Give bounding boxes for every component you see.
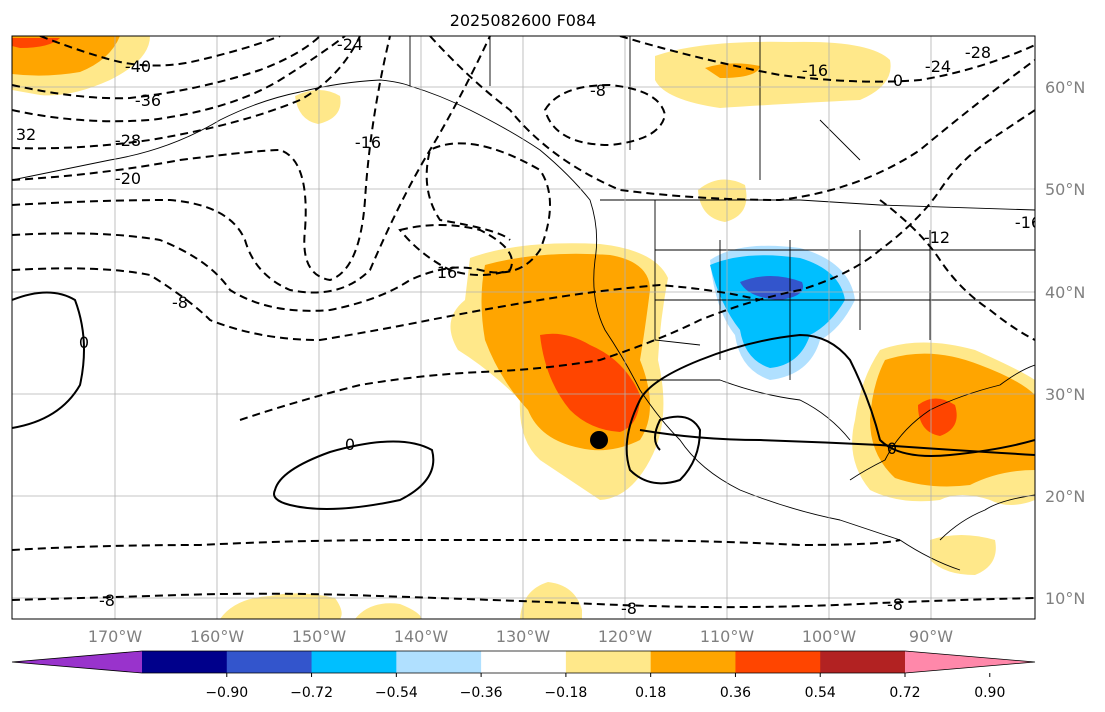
lon-label: 170°W xyxy=(88,627,143,646)
colorbar: −0.90 −0.72 −0.54 −0.36 −0.18 0.18 0.36 0.54 0.7… xyxy=(11,650,1036,701)
lat-label: 10°N xyxy=(1045,589,1085,608)
contour-label: -24 xyxy=(337,35,363,54)
contour-label: 0 xyxy=(893,71,903,90)
lon-label: 120°W xyxy=(598,627,653,646)
colorbar-bin xyxy=(481,651,567,673)
colorbar-bin xyxy=(565,651,652,673)
lat-label: 40°N xyxy=(1045,283,1085,302)
contour-label: -8 xyxy=(621,599,637,618)
negative-contours xyxy=(12,36,1035,609)
map-title: 2025082600 F084 xyxy=(450,11,597,30)
map-frame xyxy=(11,35,1036,620)
contour-label: -24 xyxy=(925,57,951,76)
contour-label: 0 xyxy=(345,435,355,454)
colorbar-tick-label: 0.18 xyxy=(635,685,666,701)
colorbar-tick-label: −0.54 xyxy=(375,685,418,701)
contour-label: -28 xyxy=(965,43,991,62)
lat-label: 50°N xyxy=(1045,180,1085,199)
zero-contours xyxy=(12,291,1035,510)
lon-label: 130°W xyxy=(496,627,551,646)
colorbar-tick-label: −0.90 xyxy=(205,685,248,701)
colorbar-tick-label: 0.54 xyxy=(805,685,836,701)
contour-label: -8 xyxy=(590,81,606,100)
contour-label: -8 xyxy=(887,595,903,614)
contour-label: 16 xyxy=(437,263,457,282)
colorbar-tick-label: −0.36 xyxy=(460,685,503,701)
colorbar-tick-label: −0.72 xyxy=(290,685,333,701)
lat-label: 20°N xyxy=(1045,487,1085,506)
lat-label: 30°N xyxy=(1045,385,1085,404)
contour-label: -8 xyxy=(172,293,188,312)
contour-label: 0 xyxy=(887,439,897,458)
contour-label: -28 xyxy=(115,131,141,150)
lon-label: 150°W xyxy=(292,627,347,646)
map-area: -40 -36 32 -28 -20 -24 -16 16 -8 -8 0 0 … xyxy=(12,35,1041,619)
lon-label: 160°W xyxy=(190,627,245,646)
colorbar-bin xyxy=(142,651,228,673)
colorbar-bin xyxy=(735,651,821,673)
contour-labels: -40 -36 32 -28 -20 -24 -16 16 -8 -8 0 0 … xyxy=(16,35,1041,618)
colorbar-bin xyxy=(820,651,906,673)
lon-label: 110°W xyxy=(700,627,755,646)
colorbar-tick-label: −0.18 xyxy=(544,685,587,701)
colorbar-tick-label: 0.36 xyxy=(720,685,751,701)
contour-label: -40 xyxy=(125,57,151,76)
contour-label: 0 xyxy=(79,333,89,352)
lon-label: 90°W xyxy=(909,627,953,646)
colorbar-tick-label: 0.72 xyxy=(889,685,920,701)
contour-label: -16 xyxy=(802,61,828,80)
colorbar-bin xyxy=(226,651,313,673)
longitude-labels: 170°W 160°W 150°W 140°W 130°W 120°W 110°… xyxy=(88,627,953,646)
graticule xyxy=(12,36,1035,619)
lat-label: 60°N xyxy=(1045,78,1085,97)
contour-label: -16 xyxy=(355,133,381,152)
lon-label: 100°W xyxy=(802,627,857,646)
storm-center-marker xyxy=(590,431,608,449)
colorbar-extend-high xyxy=(905,651,1035,673)
contour-label: -12 xyxy=(924,228,950,247)
coastlines xyxy=(12,36,1035,571)
colorbar-bin xyxy=(396,651,482,673)
latitude-labels: 60°N 50°N 40°N 30°N 20°N 10°N xyxy=(1045,78,1085,608)
contour-label: -16 xyxy=(1015,213,1041,232)
colorbar-tick-label: 0.90 xyxy=(974,685,1005,701)
contour-label: -36 xyxy=(135,91,161,110)
contour-label: 32 xyxy=(16,125,36,144)
colorbar-extend-low xyxy=(12,651,142,673)
contour-label: -8 xyxy=(99,591,115,610)
colorbar-bin xyxy=(650,651,736,673)
colorbar-outline xyxy=(11,650,1036,674)
contour-label: -20 xyxy=(115,169,141,188)
lon-label: 140°W xyxy=(394,627,449,646)
colorbar-bin xyxy=(311,651,397,673)
